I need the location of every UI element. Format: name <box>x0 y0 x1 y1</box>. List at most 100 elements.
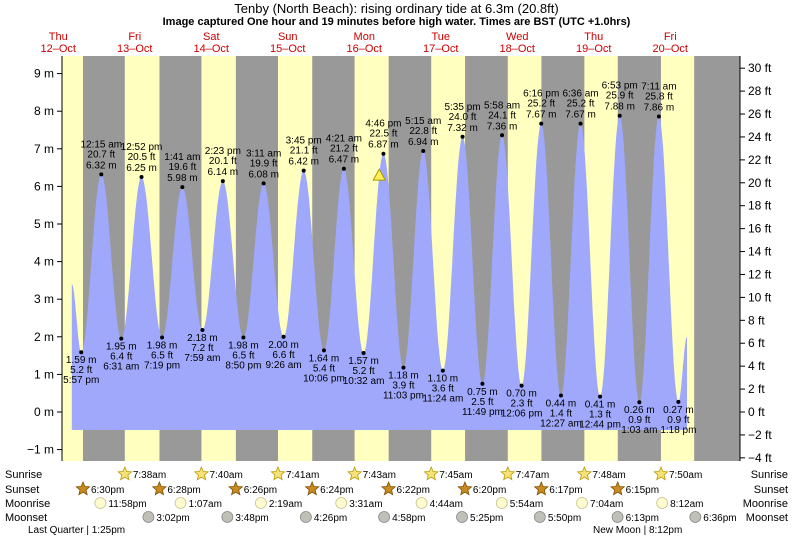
moonset-time-label: 4:58pm <box>392 513 425 524</box>
tide-height-ft-label: 1.3 ft <box>589 410 611 421</box>
tide-point <box>200 328 205 333</box>
tide-height-ft-label: 22.8 ft <box>409 126 437 137</box>
day-name-label: Mon <box>354 31 375 43</box>
tide-height-m-label: 0.26 m <box>624 405 655 416</box>
tide-time-label: 7:59 am <box>184 353 220 364</box>
tide-point <box>539 121 544 126</box>
moonrise-moon-icon <box>335 497 348 509</box>
tide-time-label: 1:41 am <box>164 152 200 163</box>
right-tick-label: 28 ft <box>748 84 772 98</box>
tide-height-m-label: 6.94 m <box>408 137 439 148</box>
day-name-label: Sat <box>203 31 220 43</box>
tide-height-m-label: 6.14 m <box>208 167 239 178</box>
moonset-row-label-left: Moonset <box>5 512 47 524</box>
moonrise-time-label: 7:04am <box>590 499 623 510</box>
tide-point <box>261 181 266 186</box>
tide-water-area <box>71 115 688 431</box>
tide-height-m-label: 6.42 m <box>288 157 319 168</box>
left-tick-label: 7 m <box>34 142 54 156</box>
day-name-label: Thu <box>49 31 68 43</box>
tide-height-ft-label: 3.6 ft <box>432 384 454 395</box>
moonset-moon-icon <box>689 511 702 523</box>
moonrise-moon-icon <box>94 497 107 509</box>
moonset-moon-icon <box>456 511 468 523</box>
current-tide-marker <box>372 168 387 181</box>
sun-moon-events: Sunrise Sunrise 7:38am 7:40am 7:41am 7:43am 7:… <box>5 465 788 536</box>
tide-height-ft-label: 1.4 ft <box>550 408 572 419</box>
sunset-time-label: 6:17pm <box>549 485 582 496</box>
sunset-sun-icon <box>609 480 626 496</box>
tide-height-ft-label: 5.2 ft <box>70 365 92 376</box>
moonrise-time-label: 4:44am <box>430 499 463 510</box>
moonset-time-label: 6:36pm <box>703 513 736 524</box>
sunset-time-label: 6:24pm <box>320 485 353 496</box>
left-tick-label: 0 m <box>34 405 54 419</box>
tide-height-ft-label: 19.6 ft <box>168 162 196 173</box>
tide-height-ft-label: 5.2 ft <box>352 366 374 377</box>
sunset-sun-icon <box>151 480 167 496</box>
day-name-label: Wed <box>506 31 528 43</box>
tide-point <box>440 368 445 373</box>
tide-time-label: 12:06 pm <box>501 409 543 420</box>
tide-height-ft-label: 20.1 ft <box>209 156 237 167</box>
sunrise-time-label: 7:50am <box>669 470 702 481</box>
left-tick-label: 4 m <box>34 255 54 269</box>
tide-height-ft-label: 6.5 ft <box>151 351 173 362</box>
moonrise-time-label: 3:31am <box>349 499 382 510</box>
tide-point <box>381 151 386 156</box>
tide-height-m-label: 7.67 m <box>526 110 557 121</box>
tide-time-label: 6:16 pm <box>523 89 559 100</box>
axes: −1 m 0 m 1 m 2 m 3 m 4 m 5 m 6 m 7 m 8 m 9 m −4 ft −… <box>27 56 772 465</box>
tide-time-label: 12:27 am <box>540 418 582 429</box>
tide-height-m-label: 1.57 m <box>348 356 379 367</box>
tide-height-m-label: 6.47 m <box>329 155 360 166</box>
day-name-label: Tue <box>431 31 450 43</box>
tide-time-label: 11:49 pm <box>462 407 503 418</box>
tide-height-ft-label: 25.9 ft <box>606 91 634 102</box>
sunset-sun-icon <box>457 480 473 496</box>
moonset-time-label: 6:13pm <box>626 513 659 524</box>
tide-time-label: 2:23 pm <box>205 146 241 157</box>
chart-title: Tenby (North Beach): rising ordinary tid… <box>234 1 559 16</box>
moonrise-moon-icon <box>254 497 267 509</box>
tide-point <box>421 149 426 154</box>
tide-time-label: 1:03 am <box>621 425 657 436</box>
sunset-time-label: 6:28pm <box>167 485 200 496</box>
sunset-sun-icon <box>380 480 397 496</box>
sunrise-time-label: 7:43am <box>363 470 396 481</box>
left-tick-label: 5 m <box>34 217 54 231</box>
left-tick-label: 3 m <box>34 292 54 306</box>
tide-point <box>500 133 505 138</box>
chart-header: Tenby (North Beach): rising ordinary tid… <box>0 0 793 29</box>
day-date-label: 14–Oct <box>194 43 229 55</box>
tide-height-m-label: 0.27 m <box>663 405 694 416</box>
tide-height-ft-label: 5.4 ft <box>313 363 335 374</box>
tide-height-m-label: 1.59 m <box>66 355 97 366</box>
tide-height-m-label: 2.00 m <box>268 340 299 351</box>
moonset-time-label: 5:50pm <box>548 513 581 524</box>
tide-height-ft-label: 3.9 ft <box>392 381 414 392</box>
tide-height-m-label: 7.67 m <box>565 110 596 121</box>
tide-height-m-label: 0.41 m <box>585 400 616 411</box>
tide-time-label: 5:57 pm <box>63 375 99 386</box>
right-tick-label: 26 ft <box>748 107 772 121</box>
sunrise-sun-icon <box>500 465 516 481</box>
tide-point <box>656 114 661 119</box>
sunrise-time-label: 7:48am <box>592 470 625 481</box>
tide-height-m-label: 6.08 m <box>248 169 279 180</box>
left-tick-label: 8 m <box>34 104 54 118</box>
tide-point <box>301 168 306 173</box>
moonrise-moon-icon <box>656 497 669 509</box>
tide-point <box>79 350 84 355</box>
sunrise-row-label-right: Sunrise <box>751 469 788 481</box>
moonset-row-label-right: Moonset <box>746 512 788 524</box>
tide-point <box>139 175 144 179</box>
right-tick-label: −2 ft <box>748 428 772 442</box>
tide-time-label: 3:11 am <box>246 148 281 159</box>
tide-height-ft-label: 6.5 ft <box>232 351 254 362</box>
tide-point <box>341 166 346 171</box>
sunset-time-label: 6:20pm <box>473 485 506 496</box>
tide-time-label: 8:50 pm <box>225 361 261 372</box>
right-tick-label: −4 ft <box>748 451 772 465</box>
